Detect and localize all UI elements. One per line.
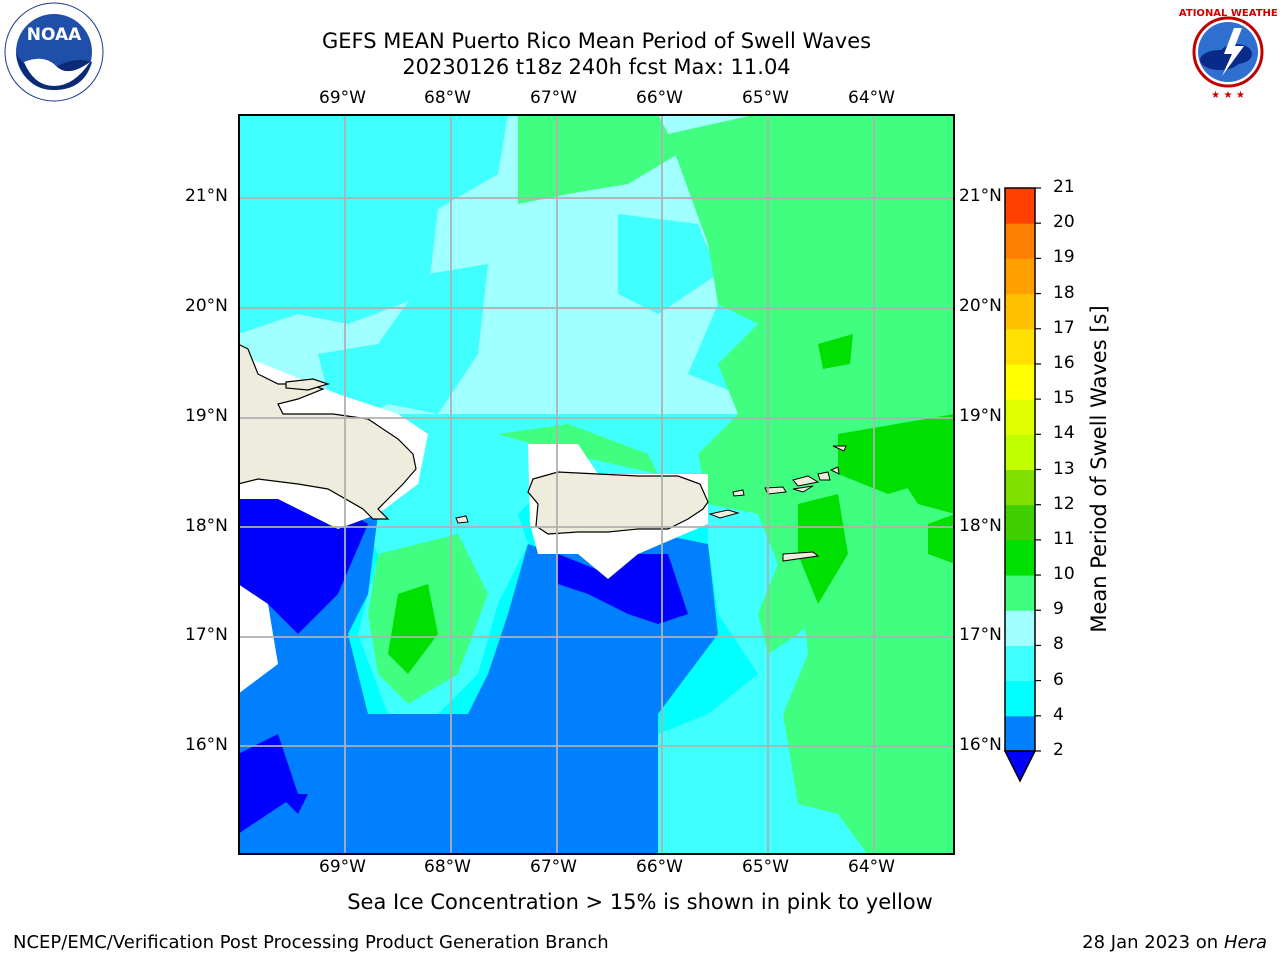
colorbar-segment (1005, 469, 1035, 506)
colorbar-segment (1005, 539, 1035, 576)
lon-label-top: 65°W (742, 88, 789, 108)
colorbar-segment (1005, 293, 1035, 330)
chart-title-line2: 20230126 t18z 240h fcst Max: 11.04 (402, 55, 791, 79)
colorbar (1003, 187, 1041, 783)
mona-island (455, 515, 469, 524)
lat-label-right: 21°N (959, 186, 1002, 206)
lat-label-right: 16°N (959, 735, 1002, 755)
virgin-islands (732, 445, 847, 562)
lon-label-bottom: 64°W (848, 857, 895, 877)
colorbar-segment (1005, 434, 1035, 470)
colorbar-tick-label: 12 (1053, 493, 1075, 514)
lon-label-bottom: 68°W (424, 857, 471, 877)
colorbar-segment (1005, 680, 1035, 717)
lon-label-top: 66°W (636, 88, 683, 108)
puerto-rico-land (527, 471, 709, 535)
lat-label-right: 20°N (959, 296, 1002, 316)
footer-left: NCEP/EMC/Verification Post Processing Pr… (13, 932, 609, 953)
colorbar-segment (1005, 504, 1035, 541)
colorbar-segment (1005, 399, 1035, 435)
colorbar-tick-label: 17 (1053, 317, 1075, 338)
nws-ring-text: NATIONAL WEATHER (1178, 8, 1278, 19)
colorbar-tick-label: 11 (1053, 528, 1075, 549)
colorbar-segment (1005, 188, 1035, 224)
colorbar-under-triangle (1003, 750, 1037, 783)
colorbar-segment (1005, 610, 1035, 646)
colorbar-segment (1005, 715, 1035, 752)
colorbar-tick-label: 9 (1053, 599, 1064, 620)
map-frame (238, 114, 955, 855)
colorbar-tick-label: 6 (1053, 669, 1064, 690)
colorbar-segment (1005, 328, 1035, 365)
lat-label-left: 20°N (185, 296, 228, 316)
swell-contour-below-2 (239, 499, 688, 834)
lon-label-bottom: 66°W (636, 857, 683, 877)
colorbar-tick-label: 13 (1053, 458, 1075, 479)
colorbar-label: Mean Period of Swell Waves [s] (1087, 305, 1111, 633)
colorbar-segment (1005, 258, 1035, 295)
svg-text:★ ★ ★: ★ ★ ★ (1211, 90, 1245, 101)
swell-contour-10-11 (388, 334, 954, 674)
colorbar-tick-label: 18 (1053, 282, 1075, 303)
tortuga-island (285, 378, 330, 391)
colorbar-segment (1005, 645, 1035, 682)
colorbar-tick-label: 21 (1053, 177, 1075, 197)
sea-ice-note: Sea Ice Concentration > 15% is shown in … (347, 890, 933, 914)
colorbar-tick-label: 2 (1053, 740, 1064, 760)
footer-host: Hera (1223, 932, 1267, 953)
footer-date: 28 Jan 2023 on (1082, 932, 1219, 953)
colorbar-segment (1005, 223, 1035, 259)
colorbar-tick-label: 19 (1053, 247, 1075, 268)
colorbar-tick-label: 10 (1053, 564, 1075, 585)
lon-label-bottom: 65°W (742, 857, 789, 877)
swell-contour-9-10 (368, 115, 954, 854)
colorbar-tick-label: 14 (1053, 423, 1075, 444)
colorbar-tick-label: 16 (1053, 352, 1075, 373)
graticule (238, 114, 955, 855)
lon-label-top: 68°W (424, 88, 471, 108)
lat-label-right: 17°N (959, 625, 1002, 645)
map-panel (238, 114, 955, 855)
colorbar-tick-label: 15 (1053, 388, 1075, 409)
colorbar-segment (1005, 363, 1035, 400)
colorbar-segment (1005, 575, 1035, 611)
chart-title-line1: GEFS MEAN Puerto Rico Mean Period of Swe… (321, 29, 872, 53)
lon-label-bottom: 67°W (530, 857, 577, 877)
footer-right: 28 Jan 2023 on Hera (1082, 932, 1267, 953)
lon-label-bottom: 69°W (319, 857, 366, 877)
lon-label-top: 67°W (530, 88, 577, 108)
lat-label-left: 19°N (185, 406, 228, 426)
colorbar-tick-label: 8 (1053, 634, 1064, 655)
lat-label-left: 16°N (185, 735, 228, 755)
lat-label-right: 18°N (959, 516, 1002, 536)
nws-logo: NATIONAL WEATHER ★ ★ ★ (1178, 3, 1278, 101)
vieques-island (708, 509, 740, 519)
lat-label-left: 21°N (185, 186, 228, 206)
lon-label-top: 64°W (848, 88, 895, 108)
noaa-logo-text: NOAA (27, 25, 82, 45)
colorbar-tick-label: 20 (1053, 212, 1075, 233)
lat-label-left: 18°N (185, 516, 228, 536)
lon-label-top: 69°W (319, 88, 366, 108)
lat-label-left: 17°N (185, 625, 228, 645)
lat-label-right: 19°N (959, 406, 1002, 426)
colorbar-tick-label: 4 (1053, 704, 1064, 725)
noaa-logo: NOAA (4, 2, 104, 102)
